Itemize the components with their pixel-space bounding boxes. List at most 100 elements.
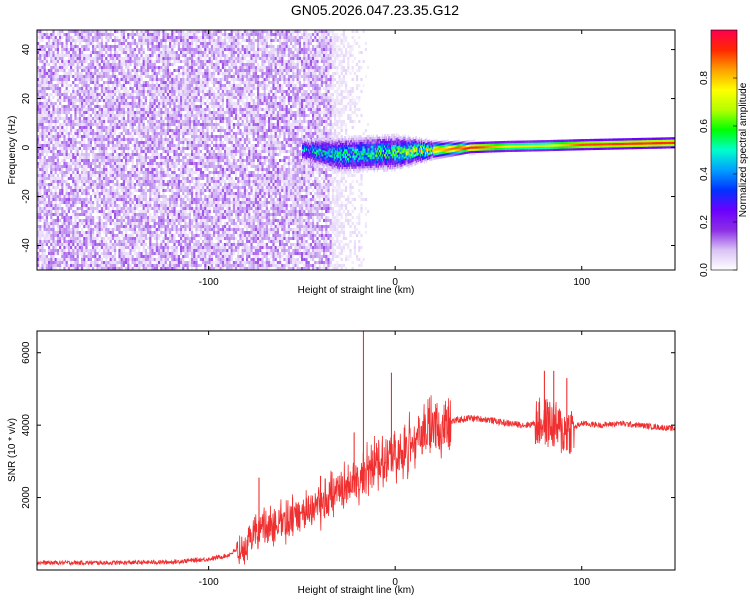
heatmap-cell <box>76 45 79 48</box>
heatmap-cell <box>162 267 165 270</box>
heatmap-cell <box>37 66 40 69</box>
heatmap-cell <box>109 222 112 225</box>
heatmap-cell <box>138 252 141 255</box>
heatmap-cell <box>43 195 46 198</box>
heatmap-cell <box>98 42 101 45</box>
heatmap-cell <box>100 237 103 240</box>
heatmap-cell <box>133 111 136 114</box>
heatmap-cell <box>158 225 161 228</box>
heatmap-cell <box>133 123 136 126</box>
heatmap-cell <box>184 162 187 165</box>
heatmap-cell <box>175 174 178 177</box>
heatmap-cell <box>72 168 75 171</box>
heatmap-cell <box>127 156 130 159</box>
heatmap-cell <box>184 108 187 111</box>
heatmap-cell <box>70 147 73 150</box>
heatmap-cell <box>127 258 130 261</box>
heatmap-cell <box>184 99 187 102</box>
heatmap-cell <box>173 99 176 102</box>
heatmap-cell <box>177 108 180 111</box>
heatmap-cell <box>76 60 79 63</box>
heatmap-cell <box>89 219 92 222</box>
heatmap-cell <box>96 45 99 48</box>
heatmap-cell <box>195 195 198 198</box>
heatmap-cell <box>118 231 121 234</box>
heatmap-cell <box>184 129 187 132</box>
heatmap-cell <box>65 180 68 183</box>
heatmap-cell <box>54 156 57 159</box>
heatmap-cell <box>131 57 134 60</box>
heatmap-cell <box>151 135 154 138</box>
heatmap-cell <box>116 78 119 81</box>
heatmap-cell <box>81 111 84 114</box>
heatmap-cell <box>133 72 136 75</box>
heatmap-cell <box>133 138 136 141</box>
heatmap-cell <box>100 258 103 261</box>
heatmap-cell <box>180 42 183 45</box>
heatmap-cell <box>50 168 53 171</box>
heatmap-cell <box>63 165 66 168</box>
heatmap-cell <box>54 189 57 192</box>
heatmap-cell <box>65 198 68 201</box>
heatmap-cell <box>140 135 143 138</box>
heatmap-cell <box>109 258 112 261</box>
heatmap-cell <box>122 264 125 267</box>
heatmap-cell <box>140 261 143 264</box>
heatmap-cell <box>169 84 172 87</box>
heatmap-cell <box>162 141 165 144</box>
heatmap-cell <box>59 138 62 141</box>
heatmap-cell <box>100 75 103 78</box>
heatmap-cell <box>151 255 154 258</box>
heatmap-cell <box>50 201 53 204</box>
heatmap-cell <box>195 192 198 195</box>
heatmap-cell <box>131 117 134 120</box>
heatmap-cell <box>92 63 95 66</box>
heatmap-cell <box>144 42 147 45</box>
heatmap-cell <box>116 207 119 210</box>
heatmap-cell <box>52 69 55 72</box>
heatmap-cell <box>195 156 198 159</box>
heatmap-cell <box>39 234 42 237</box>
heatmap-cell <box>125 195 128 198</box>
heatmap-cell <box>56 180 59 183</box>
heatmap-cell <box>173 261 176 264</box>
heatmap-cell <box>92 93 95 96</box>
heatmap-cell <box>63 117 66 120</box>
heatmap-cell <box>43 93 46 96</box>
heatmap-cell <box>171 180 174 183</box>
heatmap-cell <box>39 141 42 144</box>
heatmap-cell <box>105 114 108 117</box>
heatmap-cell <box>142 150 145 153</box>
heatmap-cell <box>37 186 40 189</box>
heatmap-cell <box>153 39 156 42</box>
heatmap-cell <box>138 144 141 147</box>
heatmap-cell <box>127 114 130 117</box>
heatmap-cell <box>61 201 64 204</box>
heatmap-cell <box>39 99 42 102</box>
heatmap-cell <box>39 156 42 159</box>
heatmap-cell <box>138 249 141 252</box>
heatmap-cell <box>182 249 185 252</box>
heatmap-cell <box>61 75 64 78</box>
heatmap-cell <box>65 105 68 108</box>
heatmap-cell <box>45 219 48 222</box>
heatmap-cell <box>76 249 79 252</box>
heatmap-cell <box>191 168 194 171</box>
heatmap-cell <box>85 81 88 84</box>
heatmap-cell <box>50 216 53 219</box>
heatmap-cell <box>50 222 53 225</box>
heatmap-cell <box>94 252 97 255</box>
heatmap-cell <box>98 204 101 207</box>
heatmap-cell <box>182 165 185 168</box>
heatmap-cell <box>98 216 101 219</box>
heatmap-cell <box>195 126 198 129</box>
heatmap-cell <box>39 246 42 249</box>
heatmap-cell <box>39 174 42 177</box>
heatmap-cell <box>52 225 55 228</box>
heatmap-cell <box>103 183 106 186</box>
heatmap-cell <box>144 219 147 222</box>
heatmap-cell <box>67 123 70 126</box>
heatmap-cell <box>98 66 101 69</box>
heatmap-cell <box>111 117 114 120</box>
heatmap-cell <box>171 48 174 51</box>
